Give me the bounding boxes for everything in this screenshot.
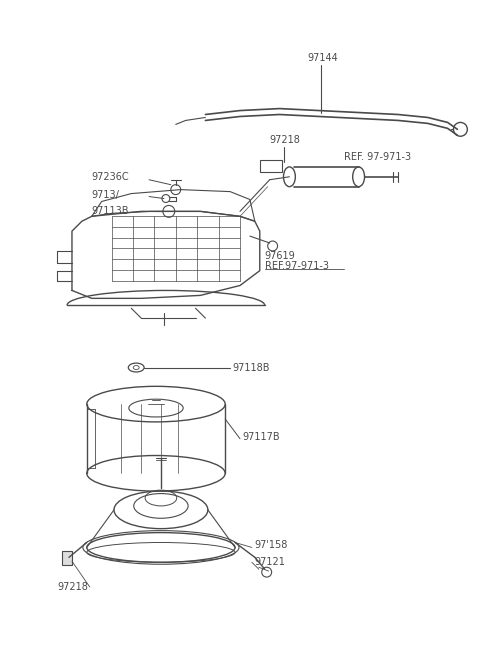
Bar <box>62 551 72 565</box>
Text: 97236C: 97236C <box>92 171 130 182</box>
Text: 97118B: 97118B <box>232 363 270 373</box>
Text: 97117B: 97117B <box>242 432 280 442</box>
Text: 97218: 97218 <box>270 135 300 145</box>
Bar <box>260 160 281 172</box>
Text: 97619: 97619 <box>264 251 296 261</box>
Text: 97144: 97144 <box>307 53 338 63</box>
Text: REF. 97-971-3: REF. 97-971-3 <box>344 152 411 162</box>
Text: REF.97-971-3: REF.97-971-3 <box>264 261 329 271</box>
Text: 9713/: 9713/ <box>92 190 120 200</box>
Text: 97'158: 97'158 <box>255 541 288 551</box>
Text: 97121: 97121 <box>255 557 286 567</box>
Text: 97218: 97218 <box>57 582 88 592</box>
Text: 97113B: 97113B <box>92 206 129 216</box>
